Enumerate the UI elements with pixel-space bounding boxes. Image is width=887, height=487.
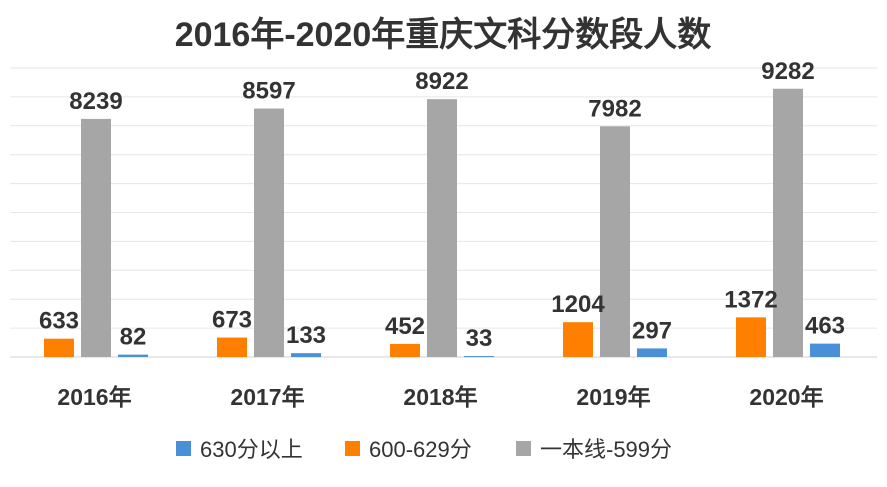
data-label: 1372 xyxy=(724,286,777,313)
bar-1-series-1 xyxy=(118,354,148,357)
bars xyxy=(44,88,840,358)
bar-1-series-2 xyxy=(44,338,74,357)
data-label: 8922 xyxy=(415,68,468,95)
chart-title: 2016年-2020年重庆文科分数段人数 xyxy=(175,15,712,54)
data-label: 33 xyxy=(466,325,493,352)
data-label: 8239 xyxy=(69,88,122,115)
x-axis-ticks: 2016年 2017年 2018年 2019年 2020年 xyxy=(57,384,823,410)
data-label: 297 xyxy=(632,317,672,344)
data-label: 1204 xyxy=(551,291,605,318)
data-label: 673 xyxy=(212,307,252,334)
bar-3-series-3 xyxy=(427,99,457,357)
bar-5-series-2 xyxy=(736,317,766,357)
legend-swatch xyxy=(516,441,531,456)
x-tick-label: 2018年 xyxy=(403,384,477,410)
data-label: 633 xyxy=(39,308,79,335)
legend-swatch xyxy=(176,441,191,456)
legend-swatch xyxy=(345,441,360,456)
legend-label: 600-629分 xyxy=(369,437,472,462)
bar-1-series-3 xyxy=(81,118,111,357)
legend: 630分以上 600-629分 一本线-599分 xyxy=(176,437,672,462)
bar-2-series-3 xyxy=(254,108,284,358)
x-tick-label: 2019年 xyxy=(576,384,650,410)
data-labels: 633 8239 82 673 8597 133 452 8922 33 1204 7982 297 1… xyxy=(39,58,845,352)
bar-4-series-3 xyxy=(600,126,630,358)
data-label: 463 xyxy=(805,313,845,340)
legend-label: 一本线-599分 xyxy=(540,437,672,462)
bar-5-series-1 xyxy=(810,343,840,357)
data-label: 82 xyxy=(120,324,147,351)
data-label: 9282 xyxy=(761,58,814,85)
x-tick-label: 2017年 xyxy=(230,384,304,410)
bar-3-series-2 xyxy=(390,343,420,357)
data-label: 7982 xyxy=(588,95,641,122)
bar-3-series-1 xyxy=(464,356,494,358)
bar-5-series-3 xyxy=(773,88,803,358)
bar-4-series-1 xyxy=(637,348,667,357)
bar-2-series-2 xyxy=(217,337,247,357)
data-label: 133 xyxy=(286,322,326,349)
data-label: 8597 xyxy=(242,78,295,105)
bar-2-series-1 xyxy=(291,353,321,357)
x-tick-label: 2016年 xyxy=(57,384,131,410)
bar-4-series-2 xyxy=(563,322,593,357)
legend-label: 630分以上 xyxy=(200,437,303,462)
x-tick-label: 2020年 xyxy=(749,384,823,410)
data-label: 452 xyxy=(385,313,425,340)
